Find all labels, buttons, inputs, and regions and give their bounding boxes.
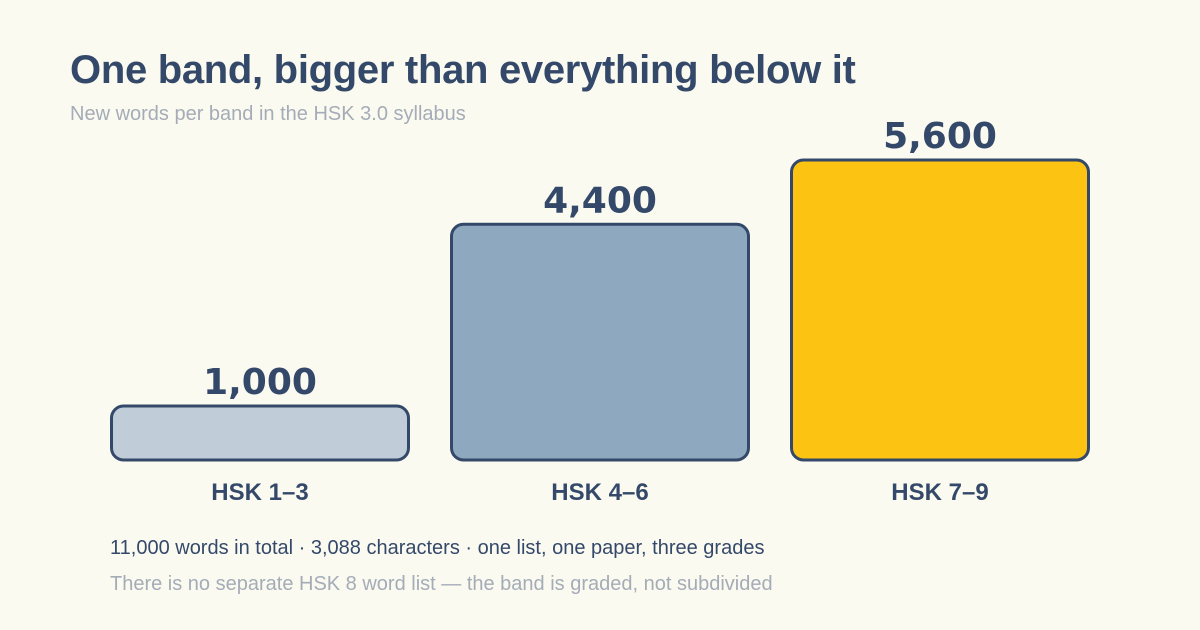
category-label-1: HSK 1–3	[211, 479, 308, 506]
value-label-1: 1,000	[203, 362, 317, 403]
value-label-2: 4,400	[543, 180, 657, 221]
chart-title: One band, bigger than everything below i…	[70, 48, 856, 92]
category-label-3: HSK 7–9	[891, 479, 988, 506]
chart-subtitle: New words per band in the HSK 3.0 syllab…	[70, 103, 466, 125]
value-label-3: 5,600	[883, 116, 997, 157]
summary-note: 11,000 words in total · 3,088 characters…	[110, 537, 765, 559]
footnote: There is no separate HSK 8 word list — t…	[110, 573, 773, 595]
bar-3	[790, 158, 1090, 462]
category-label-2: HSK 4–6	[551, 479, 648, 506]
bar-1	[110, 404, 410, 462]
bar-2	[450, 222, 750, 462]
